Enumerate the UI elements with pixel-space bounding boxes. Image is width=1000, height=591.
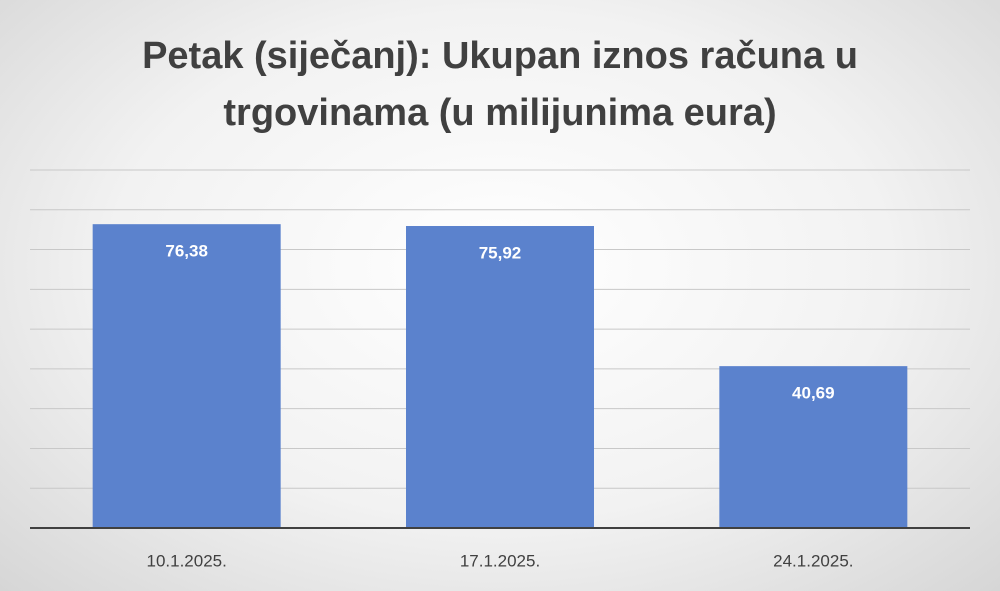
bar xyxy=(719,366,908,528)
chart-title: Petak (siječanj): Ukupan iznos računa u … xyxy=(142,35,858,134)
data-label: 76,38 xyxy=(165,242,208,261)
bar xyxy=(92,224,281,528)
x-tick-label: 17.1.2025. xyxy=(460,551,540,570)
data-label: 75,92 xyxy=(479,243,522,262)
x-tick-label: 24.1.2025. xyxy=(773,551,853,570)
x-tick-label: 10.1.2025. xyxy=(146,551,226,570)
data-label: 40,69 xyxy=(792,384,835,403)
bar xyxy=(406,226,594,528)
